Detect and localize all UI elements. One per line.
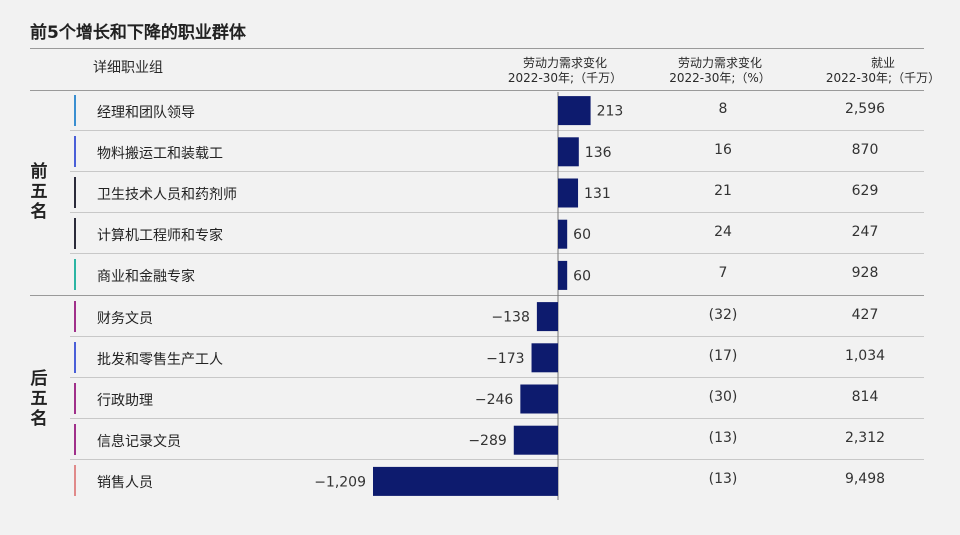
row-marker — [74, 465, 76, 496]
group-label-bottom-char: 名 — [30, 409, 48, 429]
row-label: 计算机工程师和专家 — [97, 228, 223, 244]
group-divider — [30, 295, 924, 296]
header-occupation-group: 详细职业组 — [93, 60, 163, 76]
row-divider — [70, 418, 924, 419]
row-employment: 247 — [851, 224, 879, 240]
row-marker — [74, 177, 76, 208]
table-row: 经理和团队领导 8 2,596 — [70, 90, 924, 131]
header-demand-change-pct-line1: 劳动力需求变化 — [677, 56, 762, 70]
row-employment: 2,596 — [844, 101, 886, 117]
table-row: 商业和金融专家 7 928 — [70, 254, 924, 295]
group-label-top-char: 名 — [30, 202, 48, 222]
group-label-top-five: 前 五 名 — [28, 162, 50, 222]
row-demand-pct: (30) — [708, 389, 738, 405]
row-marker — [74, 424, 76, 455]
row-employment: 814 — [851, 389, 879, 405]
header-demand-change-abs-line2: 2022-30年;（千万） — [507, 71, 623, 85]
row-divider — [70, 336, 924, 337]
table-row: 信息记录文员 (13) 2,312 — [70, 419, 924, 460]
header-employment-line1: 就业 — [870, 56, 895, 70]
table-row: 批发和零售生产工人 (17) 1,034 — [70, 337, 924, 378]
row-marker — [74, 383, 76, 414]
row-marker — [74, 95, 76, 126]
group-label-top-char: 前 — [30, 162, 48, 182]
row-label: 销售人员 — [97, 475, 153, 491]
row-employment: 427 — [851, 307, 879, 323]
row-label: 卫生技术人员和药剂师 — [97, 187, 237, 203]
row-marker — [74, 218, 76, 249]
row-label: 批发和零售生产工人 — [97, 352, 223, 368]
row-divider — [70, 377, 924, 378]
row-demand-pct: 24 — [714, 224, 732, 240]
row-demand-pct: 7 — [718, 265, 728, 281]
table-row: 卫生技术人员和药剂师 21 629 — [70, 172, 924, 213]
row-demand-pct: 8 — [718, 101, 728, 117]
row-label: 财务文员 — [97, 311, 153, 327]
group-label-bottom-five: 后 五 名 — [28, 369, 50, 429]
header-demand-change-pct: 劳动力需求变化 2022-30年;（%） — [645, 56, 795, 86]
row-demand-pct: (13) — [708, 471, 738, 487]
header-employment: 就业 2022-30年;（千万） — [808, 56, 958, 86]
header-demand-change-abs: 劳动力需求变化 2022-30年;（千万） — [490, 56, 640, 86]
row-divider — [70, 459, 924, 460]
row-marker — [74, 301, 76, 332]
row-employment: 870 — [851, 142, 879, 158]
row-divider — [70, 253, 924, 254]
header-demand-change-pct-line2: 2022-30年;（%） — [669, 71, 771, 85]
row-marker — [74, 342, 76, 373]
group-label-top-char: 五 — [30, 182, 48, 202]
table-row: 销售人员 (13) 9,498 — [70, 460, 924, 501]
row-label: 物料搬运工和装载工 — [97, 146, 223, 162]
row-label: 信息记录文员 — [97, 434, 181, 450]
header-demand-change-abs-line1: 劳动力需求变化 — [522, 56, 607, 70]
row-label: 经理和团队领导 — [97, 105, 195, 121]
table-row: 计算机工程师和专家 24 247 — [70, 213, 924, 254]
row-employment: 2,312 — [844, 430, 886, 446]
header-divider — [30, 90, 924, 91]
row-divider — [70, 212, 924, 213]
title-divider — [30, 48, 924, 49]
row-demand-pct: (13) — [708, 430, 738, 446]
table-row: 物料搬运工和装载工 16 870 — [70, 131, 924, 172]
row-divider — [70, 130, 924, 131]
row-demand-pct: 21 — [714, 183, 732, 199]
row-employment: 928 — [851, 265, 879, 281]
page-title: 前5个增长和下降的职业群体 — [30, 23, 246, 43]
group-label-bottom-char: 五 — [30, 389, 48, 409]
header-employment-line2: 2022-30年;（千万） — [825, 71, 941, 85]
row-marker — [74, 136, 76, 167]
row-demand-pct: (17) — [708, 348, 738, 364]
table-row: 财务文员 (32) 427 — [70, 296, 924, 337]
row-employment: 629 — [851, 183, 879, 199]
table-row: 行政助理 (30) 814 — [70, 378, 924, 419]
row-demand-pct: (32) — [708, 307, 738, 323]
row-employment: 9,498 — [844, 471, 886, 487]
row-employment: 1,034 — [844, 348, 886, 364]
row-label: 商业和金融专家 — [97, 269, 195, 285]
row-demand-pct: 16 — [714, 142, 732, 158]
row-marker — [74, 259, 76, 290]
group-label-bottom-char: 后 — [30, 369, 48, 389]
row-divider — [70, 171, 924, 172]
row-label: 行政助理 — [97, 393, 153, 409]
